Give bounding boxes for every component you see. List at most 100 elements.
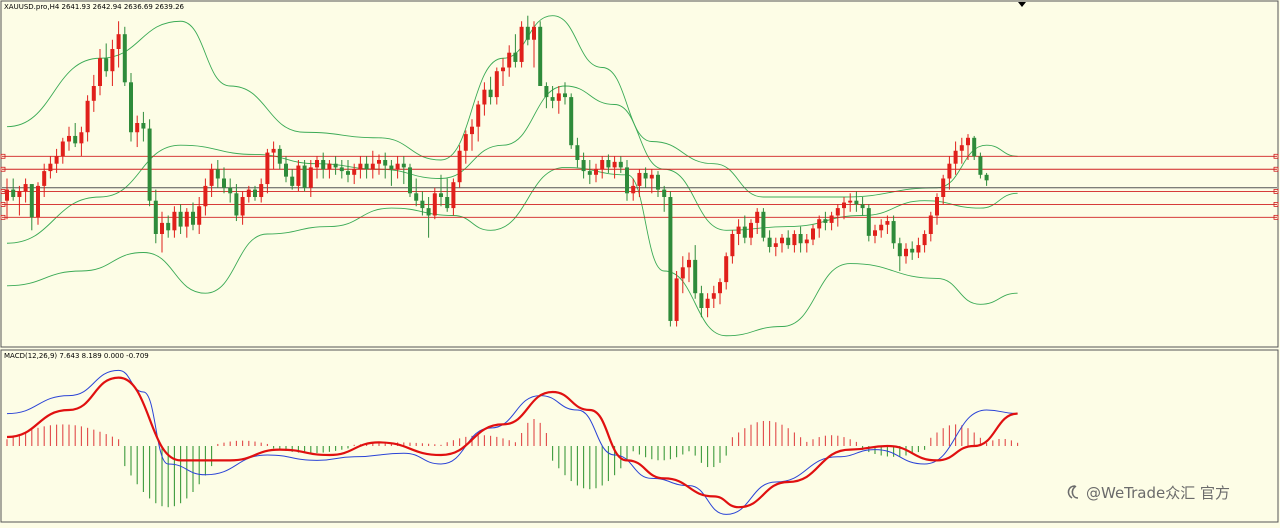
candle-129 [798,226,803,253]
candle-body [203,185,208,207]
candle-5 [29,184,34,231]
candle-body [842,202,846,209]
candle-body [476,104,481,127]
candle-19 [116,21,121,68]
candle-body [749,222,753,238]
candle-64 [395,156,400,179]
candle-124 [767,230,772,253]
candle-body [116,34,121,49]
candle-20 [122,26,127,86]
bollinger-bands [6,15,1018,337]
candle-body [563,93,567,98]
candle-body [662,189,667,197]
candle-body [947,163,952,179]
candle-body [792,234,797,246]
candle-body [742,226,747,238]
candle-55 [339,160,344,179]
level-handle-right-1 [1273,153,1279,159]
candle-28 [172,206,177,238]
candle-body [321,160,326,170]
candle-body [693,259,698,294]
candle-1 [5,178,9,220]
chart-shift-marker-icon[interactable] [1018,2,1026,7]
bollinger-middle-line [6,85,1018,244]
candle-136 [842,197,846,220]
candle-26 [160,211,164,253]
candle-body [854,200,859,205]
candle-113 [699,285,704,318]
macd-panel-frame [0,349,1279,523]
candle-50 [308,160,313,197]
candle-body [625,167,629,194]
candle-body [172,211,177,231]
candle-body [141,123,146,129]
candle-147 [910,241,915,260]
candle-body [532,26,536,40]
candle-18 [110,39,115,86]
candle-body [290,176,295,186]
candle-93 [575,137,580,168]
candle-71 [439,174,443,207]
watermark-text: @WeTrade众汇 官方 [1086,484,1230,502]
candle-body [755,211,760,223]
candle-body [370,163,375,170]
candle-63 [389,160,394,186]
candle-58 [358,156,363,179]
candle-body [445,197,450,209]
candle-body [866,208,871,236]
candle-12 [73,123,78,148]
candle-53 [327,160,332,179]
candle-67 [414,178,419,207]
candle-17 [104,43,109,77]
candle-110 [680,256,685,294]
candle-135 [835,204,840,227]
candle-52 [321,152,326,179]
candle-body [848,200,853,203]
candle-98 [606,154,611,173]
candle-body [395,163,400,170]
candle-132 [817,215,822,238]
candle-body [587,171,592,175]
candle-151 [935,193,939,225]
candle-30 [184,208,189,238]
candle-118 [730,230,735,264]
candle-body [302,165,307,188]
candle-80 [494,67,499,105]
candle-138 [854,191,859,212]
candle-46 [284,156,288,183]
candle-body [966,137,970,146]
candle-87 [538,21,543,86]
candle-body [160,222,164,234]
macd-lines [6,369,1018,515]
candle-57 [352,163,357,185]
candle-41 [253,185,257,201]
candle-127 [786,230,791,249]
candle-119 [736,219,741,246]
candle-body [643,172,648,179]
candle-144 [891,215,896,249]
candle-137 [848,193,853,212]
candle-62 [383,152,388,179]
candle-body [265,152,270,185]
candle-66 [408,163,412,197]
candle-body [804,239,809,244]
candle-97 [600,156,605,179]
candle-body [5,189,9,201]
candle-body [811,228,815,240]
candlesticks [5,15,989,327]
candle-105 [649,169,654,194]
candle-body [346,171,350,175]
candle-body [581,160,586,172]
candle-body [767,237,772,247]
candle-body [649,174,654,179]
candle-body [36,185,40,218]
candle-42 [259,178,264,203]
candle-4 [23,178,28,203]
candle-body [408,167,412,194]
candle-body [308,167,313,188]
candle-106 [656,171,660,197]
candle-body [48,163,53,172]
candle-6 [36,182,40,225]
